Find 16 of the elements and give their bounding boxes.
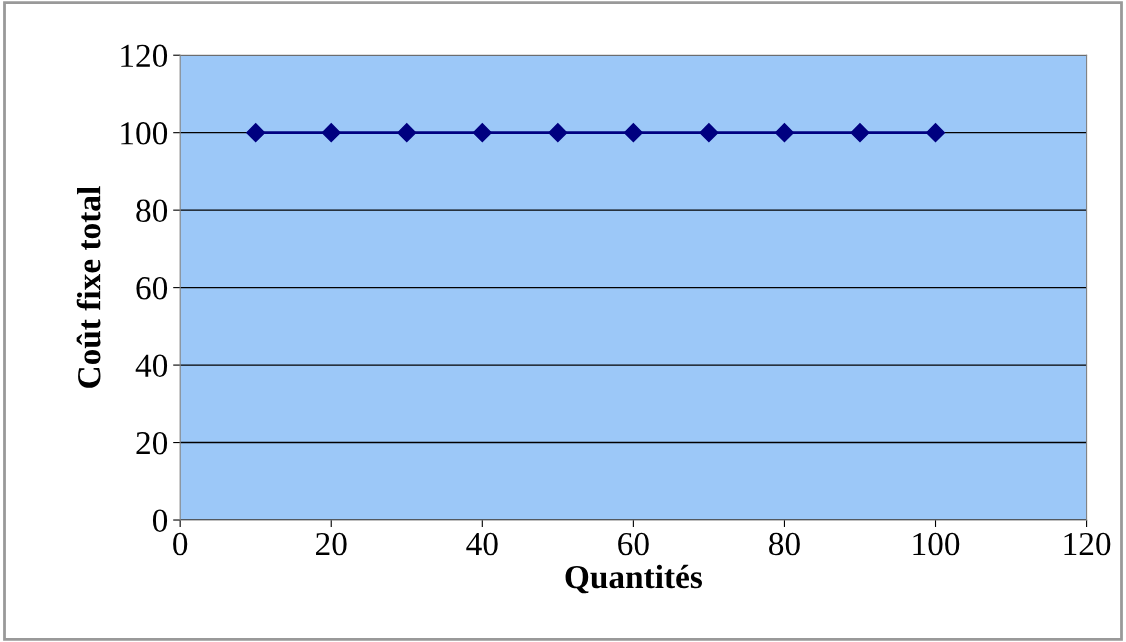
x-axis-title: Quantités (565, 564, 703, 594)
x-tick-label: 80 (769, 532, 800, 556)
x-tick-label: 60 (618, 532, 649, 556)
x-tick-label: 0 (173, 532, 188, 556)
y-tick-label: 80 (136, 199, 168, 223)
y-tick-label: 0 (152, 509, 168, 532)
y-axis-title: Coût fixe total (76, 186, 101, 388)
y-tick-label: 120 (121, 44, 168, 68)
x-tick-label: 100 (913, 532, 960, 556)
y-tick-label: 20 (136, 431, 168, 455)
y-tick-label: 40 (135, 354, 168, 377)
y-tick-label: 100 (121, 122, 168, 145)
x-tick-label: 40 (466, 532, 498, 556)
x-tick-label: 120 (1064, 532, 1111, 556)
x-tick-label: 20 (316, 532, 347, 556)
y-tick-label: 60 (136, 277, 168, 300)
